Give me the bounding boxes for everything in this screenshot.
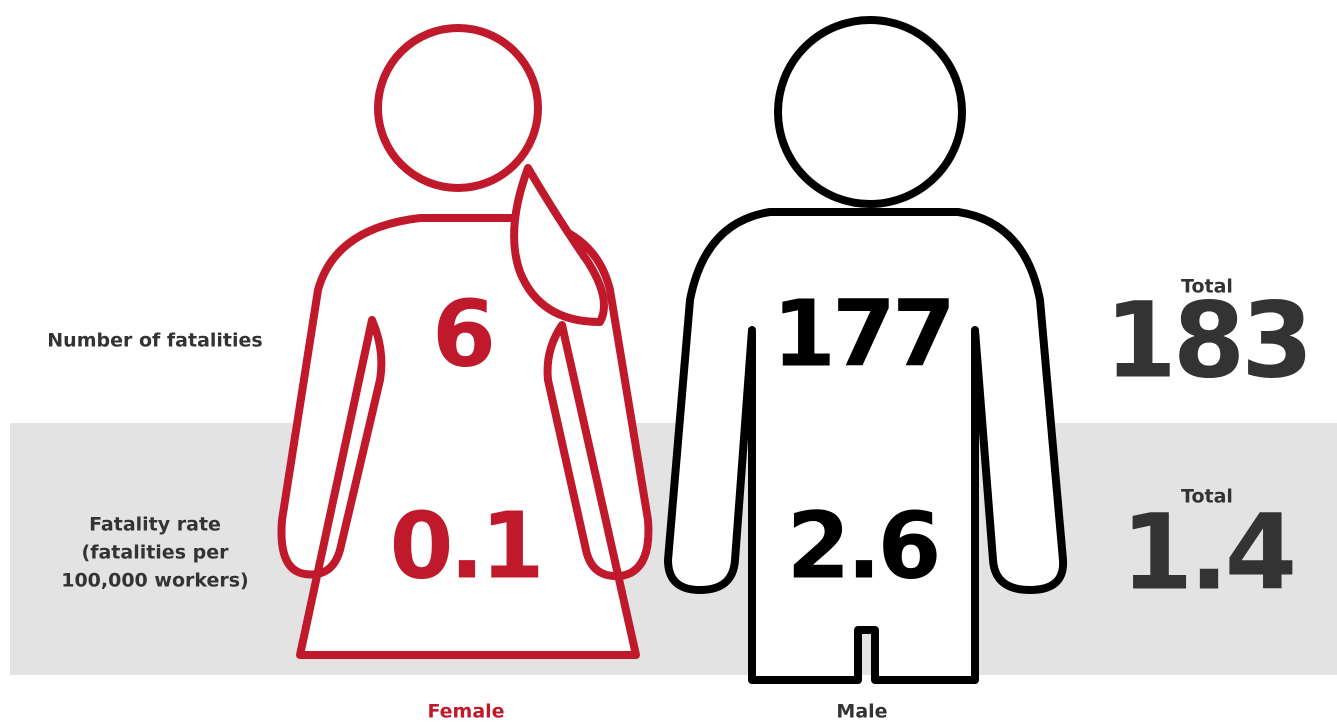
male-value: 177 [772, 280, 952, 387]
column-label: Male [836, 701, 887, 722]
total-label: Total [1181, 486, 1233, 508]
female-figure [277, 24, 653, 659]
female-value: 6 [432, 280, 492, 387]
female-value: 0.1 [390, 492, 541, 599]
row-label: 100,000 workers) [61, 570, 249, 592]
male-value: 2.6 [787, 492, 938, 599]
row-label: Fatality rate [89, 514, 221, 536]
total-label: Total [1181, 276, 1233, 298]
total-value: 183 [1104, 279, 1309, 401]
column-label: Female [427, 701, 504, 722]
row-label: (fatalities per [82, 542, 230, 564]
row-label: Number of fatalities [47, 330, 262, 352]
total-value: 1.4 [1121, 491, 1293, 613]
male-figure [664, 16, 1068, 684]
